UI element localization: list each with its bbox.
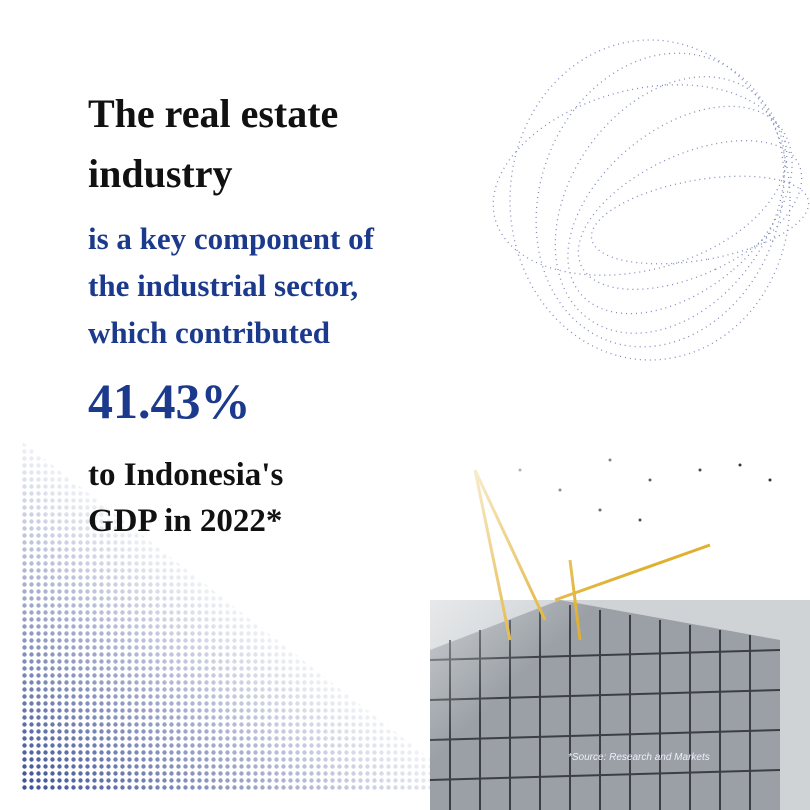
headline-line: The real estate: [88, 91, 339, 136]
conclusion: to Indonesia's GDP in 2022*: [88, 452, 283, 544]
statement-line: which contributed: [88, 315, 330, 350]
construction-photo: [429, 458, 810, 810]
halftone: [20, 440, 470, 790]
conclusion-line: GDP in 2022*: [88, 503, 283, 539]
headline: The real estate industry: [88, 84, 338, 204]
highlight: 41.43%: [88, 373, 251, 429]
headline-line: industry: [88, 151, 233, 196]
conclusion-line: to Indonesia's: [88, 457, 284, 493]
statement-line: is a key component of: [88, 221, 374, 256]
source: *Source: Research and Markets: [568, 752, 710, 763]
statement: is a key component of the industrial sec…: [88, 215, 374, 356]
statement-line: the industrial sector,: [88, 268, 359, 303]
dotted-sphere: [492, 39, 810, 361]
